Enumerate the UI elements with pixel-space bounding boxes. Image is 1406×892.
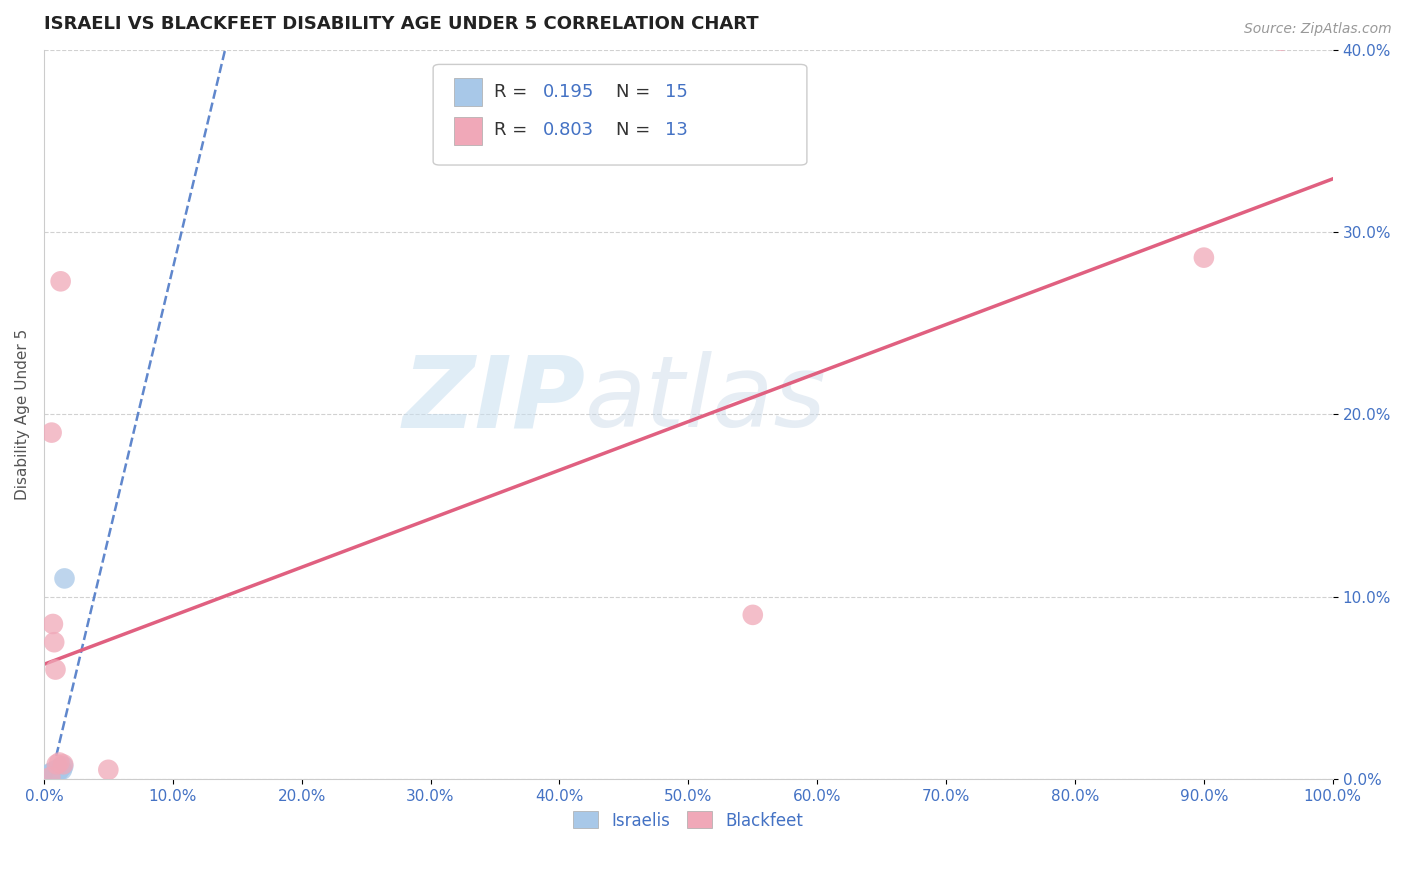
Point [44,635,66,649]
Text: N =: N = [616,121,657,139]
Point [45,763,67,777]
Text: 13: 13 [665,121,688,139]
FancyBboxPatch shape [433,64,807,165]
FancyBboxPatch shape [454,117,482,145]
Point [51,763,73,777]
Point [42,764,65,779]
Point [41,766,63,780]
Point [52,759,75,773]
Point [48,763,70,777]
Text: 0.195: 0.195 [543,83,595,101]
Point [38,768,60,782]
Point [44,766,66,780]
Point [1192,251,1215,265]
Point [52,757,75,772]
Point [45,757,67,772]
Point [37,768,59,782]
Legend: Israelis, Blackfeet: Israelis, Blackfeet [567,805,810,836]
Text: R =: R = [494,121,533,139]
Point [46,764,69,779]
Point [41,425,63,440]
Text: ISRAELI VS BLACKFEET DISABILITY AGE UNDER 5 CORRELATION CHART: ISRAELI VS BLACKFEET DISABILITY AGE UNDE… [44,15,758,33]
Point [48,756,70,770]
Point [44,764,66,779]
Point [39,766,62,780]
FancyBboxPatch shape [454,78,482,106]
Text: 0.803: 0.803 [543,121,593,139]
Point [53,571,76,585]
Text: atlas: atlas [585,351,827,449]
Point [741,607,763,622]
Y-axis label: Disability Age Under 5: Disability Age Under 5 [15,329,30,500]
Point [42,617,65,632]
Text: R =: R = [494,83,533,101]
Point [97,763,120,777]
Point [44,663,66,677]
Text: Source: ZipAtlas.com: Source: ZipAtlas.com [1244,22,1392,37]
Point [35,770,58,784]
Point [49,761,72,775]
Text: N =: N = [616,83,657,101]
Point [49,274,72,288]
Text: 15: 15 [665,83,688,101]
Text: ZIP: ZIP [402,351,585,449]
Point [39,770,62,784]
Point [1270,34,1292,48]
